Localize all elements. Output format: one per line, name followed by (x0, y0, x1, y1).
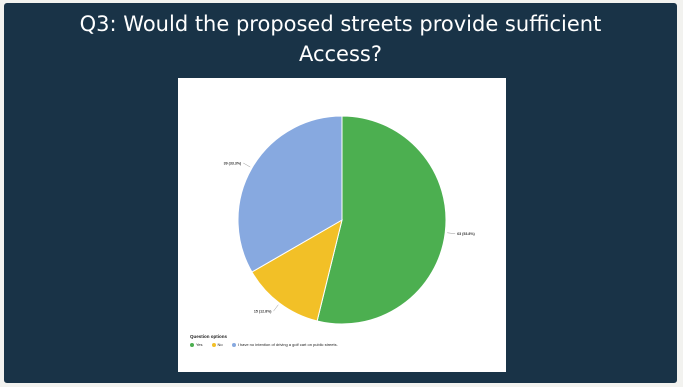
slide-title: Q3: Would the proposed streets provide s… (4, 9, 677, 69)
chart-legend: Question options Yes No I have no intentio… (190, 334, 344, 347)
legend-label-2: I have no intention of driving a golf ca… (237, 342, 338, 347)
slice-data-label-1: 15 (12.8%) (254, 310, 272, 314)
presentation-slide: Q3: Would the proposed streets provide s… (4, 3, 677, 383)
slice-data-label-2: 39 (33.3%) (224, 162, 242, 166)
pie-slice-1 (251, 218, 343, 322)
pie-chart: 63 (53.8%) 15 (12.8%) 39 (33.3%) (224, 115, 476, 325)
legend-item-1: No (211, 342, 223, 347)
legend-title: Question options (190, 334, 227, 339)
legend-label-1: No (217, 342, 223, 347)
slice-leader-line-1 (273, 304, 279, 312)
legend-swatch-0 (190, 342, 194, 347)
slice-leader-line-0 (447, 232, 456, 234)
slice-data-label-0: 63 (53.8%) (457, 232, 475, 236)
pie-slice-2 (237, 115, 343, 273)
legend-swatch-1 (211, 342, 216, 347)
legend-item-0: Yes (190, 342, 203, 347)
pie-chart-card: 63 (53.8%) 15 (12.8%) 39 (33.3%) Question … (178, 78, 506, 372)
slide-title-line-2: Access? (298, 42, 383, 66)
legend-item-2: I have no intention of driving a golf ca… (231, 342, 338, 347)
slide-title-line-1: Q3: Would the proposed streets provide s… (79, 12, 602, 36)
slice-leader-line-2 (243, 162, 251, 168)
legend-label-0: Yes (196, 342, 203, 347)
legend-swatch-2 (231, 342, 236, 347)
legend-entries: Yes No I have no intention of driving a go… (190, 342, 344, 347)
pie-slice-0 (316, 115, 447, 325)
